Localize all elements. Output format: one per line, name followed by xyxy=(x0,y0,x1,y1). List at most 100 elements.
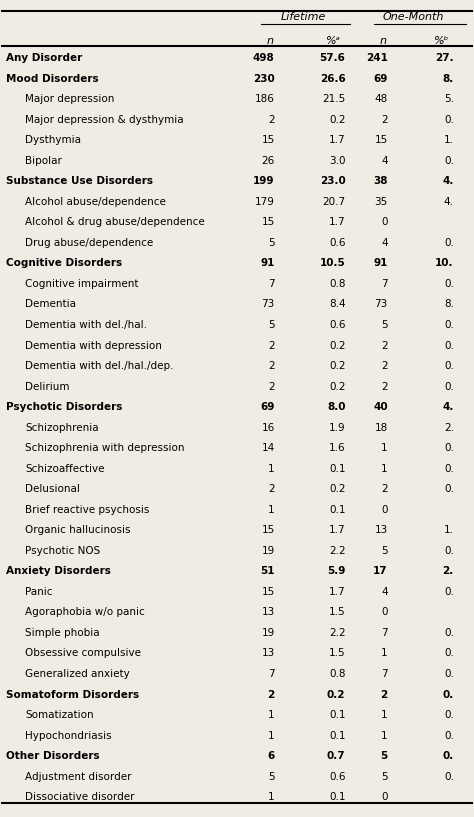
Text: 0.6: 0.6 xyxy=(329,772,346,782)
Text: 5.: 5. xyxy=(444,94,454,104)
Text: Anxiety Disorders: Anxiety Disorders xyxy=(6,566,111,576)
Text: 241: 241 xyxy=(366,53,388,63)
Text: Somatoform Disorders: Somatoform Disorders xyxy=(6,690,139,699)
Text: 2: 2 xyxy=(381,382,388,391)
Text: Agoraphobia w/o panic: Agoraphobia w/o panic xyxy=(25,607,145,618)
Text: 0.: 0. xyxy=(444,238,454,248)
Text: 230: 230 xyxy=(253,74,275,83)
Text: 4: 4 xyxy=(381,156,388,166)
Text: 0.: 0. xyxy=(444,464,454,474)
Text: 0.: 0. xyxy=(444,772,454,782)
Text: 1.7: 1.7 xyxy=(329,135,346,145)
Text: 0.: 0. xyxy=(444,114,454,125)
Text: Cognitive impairment: Cognitive impairment xyxy=(25,279,138,289)
Text: Dementia with del./hal./dep.: Dementia with del./hal./dep. xyxy=(25,361,173,371)
Text: 1.5: 1.5 xyxy=(329,649,346,659)
Text: 1.7: 1.7 xyxy=(329,217,346,227)
Text: 179: 179 xyxy=(255,197,275,207)
Text: 2: 2 xyxy=(381,361,388,371)
Text: 4: 4 xyxy=(381,587,388,597)
Text: 0.1: 0.1 xyxy=(329,710,346,720)
Text: 69: 69 xyxy=(374,74,388,83)
Text: 2.: 2. xyxy=(444,422,454,433)
Text: 10.: 10. xyxy=(435,258,454,268)
Text: n: n xyxy=(380,36,387,46)
Text: Psychotic NOS: Psychotic NOS xyxy=(25,546,100,556)
Text: 5: 5 xyxy=(268,238,275,248)
Text: 0.7: 0.7 xyxy=(327,751,346,761)
Text: 2: 2 xyxy=(381,690,388,699)
Text: 69: 69 xyxy=(260,402,275,412)
Text: 0.: 0. xyxy=(444,710,454,720)
Text: 7: 7 xyxy=(268,279,275,289)
Text: 0.: 0. xyxy=(443,751,454,761)
Text: 0.: 0. xyxy=(444,669,454,679)
Text: 0.1: 0.1 xyxy=(329,505,346,515)
Text: 1: 1 xyxy=(268,730,275,740)
Text: 5: 5 xyxy=(381,751,388,761)
Text: 91: 91 xyxy=(374,258,388,268)
Text: 2.: 2. xyxy=(443,566,454,576)
Text: 0.: 0. xyxy=(444,443,454,453)
Text: 0: 0 xyxy=(381,505,388,515)
Text: 2.2: 2.2 xyxy=(329,546,346,556)
Text: Dementia: Dementia xyxy=(25,300,76,310)
Text: 1.5: 1.5 xyxy=(329,607,346,618)
Text: 1: 1 xyxy=(268,792,275,802)
Text: 2: 2 xyxy=(268,114,275,125)
Text: 0.6: 0.6 xyxy=(329,238,346,248)
Text: 5: 5 xyxy=(381,772,388,782)
Text: 26: 26 xyxy=(262,156,275,166)
Text: One-Month: One-Month xyxy=(383,11,445,22)
Text: 7: 7 xyxy=(381,628,388,638)
Text: Adjustment disorder: Adjustment disorder xyxy=(25,772,131,782)
Text: Hypochondriasis: Hypochondriasis xyxy=(25,730,111,740)
Text: 21.5: 21.5 xyxy=(322,94,346,104)
Text: 51: 51 xyxy=(260,566,275,576)
Text: 2: 2 xyxy=(381,341,388,350)
Text: 8.: 8. xyxy=(443,74,454,83)
Text: 0.1: 0.1 xyxy=(329,730,346,740)
Text: 0.: 0. xyxy=(444,156,454,166)
Text: 5: 5 xyxy=(381,546,388,556)
Text: 199: 199 xyxy=(253,176,275,186)
Text: 186: 186 xyxy=(255,94,275,104)
Text: 8.: 8. xyxy=(444,300,454,310)
Text: Panic: Panic xyxy=(25,587,53,597)
Text: 57.6: 57.6 xyxy=(319,53,346,63)
Text: Other Disorders: Other Disorders xyxy=(6,751,100,761)
Text: %ᵃ: %ᵃ xyxy=(326,36,341,46)
Text: 1: 1 xyxy=(381,730,388,740)
Text: 13: 13 xyxy=(262,649,275,659)
Text: 1.: 1. xyxy=(444,525,454,535)
Text: 0.: 0. xyxy=(444,341,454,350)
Text: Major depression: Major depression xyxy=(25,94,114,104)
Text: 5.9: 5.9 xyxy=(327,566,346,576)
Text: Delusional: Delusional xyxy=(25,484,80,494)
Text: 7: 7 xyxy=(381,669,388,679)
Text: 0.2: 0.2 xyxy=(329,341,346,350)
Text: 1: 1 xyxy=(381,464,388,474)
Text: Somatization: Somatization xyxy=(25,710,93,720)
Text: 4.: 4. xyxy=(442,176,454,186)
Text: 13: 13 xyxy=(374,525,388,535)
Text: 0.: 0. xyxy=(444,484,454,494)
Text: 10.5: 10.5 xyxy=(319,258,346,268)
Text: 1: 1 xyxy=(381,710,388,720)
Text: 2: 2 xyxy=(267,690,275,699)
Text: 1.: 1. xyxy=(444,135,454,145)
Text: 17: 17 xyxy=(373,566,388,576)
Text: 2: 2 xyxy=(268,382,275,391)
Text: 0.2: 0.2 xyxy=(329,484,346,494)
Text: 18: 18 xyxy=(374,422,388,433)
Text: 35: 35 xyxy=(374,197,388,207)
Text: 2: 2 xyxy=(381,114,388,125)
Text: 4.: 4. xyxy=(442,402,454,412)
Text: 8.0: 8.0 xyxy=(327,402,346,412)
Text: Substance Use Disorders: Substance Use Disorders xyxy=(6,176,153,186)
Text: 7: 7 xyxy=(268,669,275,679)
Text: 19: 19 xyxy=(262,546,275,556)
Text: Mood Disorders: Mood Disorders xyxy=(6,74,99,83)
Text: 6: 6 xyxy=(267,751,275,761)
Text: 0.2: 0.2 xyxy=(329,361,346,371)
